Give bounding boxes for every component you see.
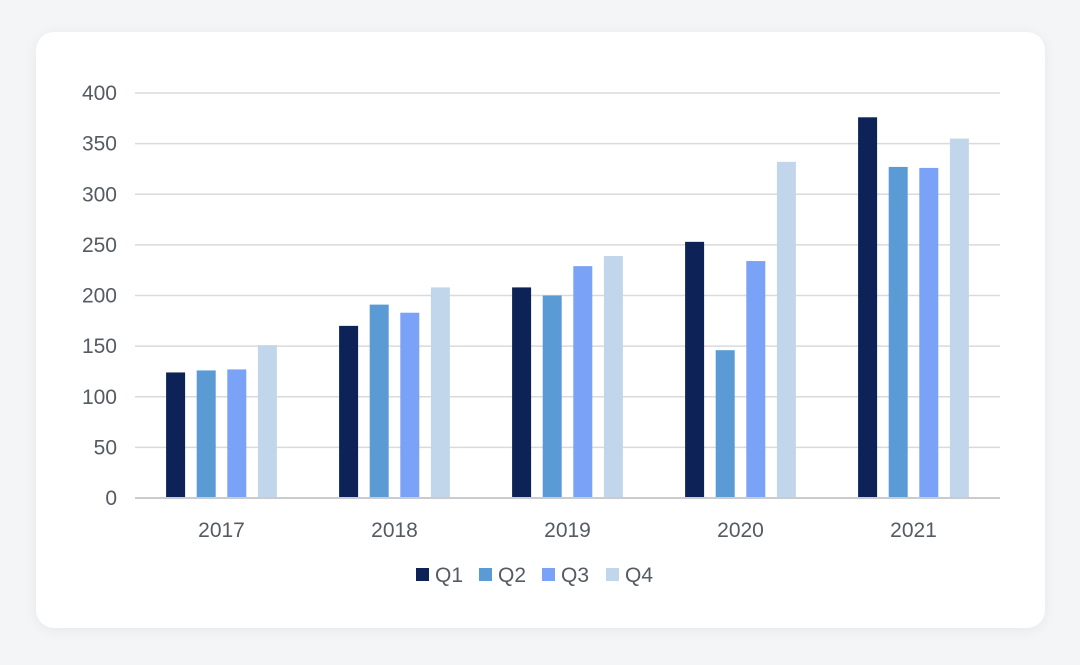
legend-item-q2: Q2 <box>479 564 526 587</box>
legend-item-q3: Q3 <box>542 564 589 587</box>
legend-item-q1: Q1 <box>416 564 463 587</box>
y-tick-label: 400 <box>82 82 117 105</box>
legend-label: Q1 <box>435 564 463 587</box>
bar-q3-2020 <box>746 261 766 498</box>
bar-q2-2021 <box>888 166 908 498</box>
bar-q4-2019 <box>603 256 623 498</box>
y-tick-label: 300 <box>82 183 117 206</box>
bar-q4-2020 <box>776 161 796 498</box>
y-tick-label: 0 <box>105 487 117 510</box>
legend-label: Q2 <box>498 564 526 587</box>
bar-q2-2017 <box>196 370 216 498</box>
y-tick-label: 100 <box>82 386 117 409</box>
legend-label: Q3 <box>561 564 589 587</box>
bar-q3-2017 <box>227 369 247 498</box>
legend-item-q4: Q4 <box>606 564 653 587</box>
bar-q4-2021 <box>949 138 969 498</box>
bar-q1-2018 <box>339 325 359 498</box>
legend-swatch <box>606 568 619 581</box>
y-tick-label: 200 <box>82 285 117 308</box>
legend: Q1 Q2 Q3 Q4 <box>416 564 653 587</box>
bar-q1-2017 <box>166 372 186 498</box>
x-tick-label: 2021 <box>890 519 937 542</box>
gridlines <box>135 92 1000 449</box>
y-tick-label: 350 <box>82 133 117 156</box>
bars <box>166 117 969 499</box>
y-tick-label: 50 <box>94 436 117 459</box>
bar-q1-2020 <box>685 241 705 498</box>
legend-swatch <box>416 568 429 581</box>
bar-q3-2019 <box>573 266 593 498</box>
bar-q3-2018 <box>400 312 420 498</box>
bar-q2-2018 <box>369 304 389 498</box>
x-tick-label: 2020 <box>717 519 764 542</box>
y-tick-label: 150 <box>82 335 117 358</box>
x-axis-ticks: 2017 2018 2019 2020 2021 <box>198 519 937 542</box>
bar-q1-2021 <box>858 117 878 499</box>
y-tick-label: 250 <box>82 234 117 257</box>
x-tick-label: 2017 <box>198 519 245 542</box>
bar-q4-2018 <box>430 287 450 498</box>
legend-swatch <box>542 568 555 581</box>
legend-swatch <box>479 568 492 581</box>
bar-q2-2019 <box>542 295 562 498</box>
bar-q2-2020 <box>715 350 735 498</box>
bar-q3-2021 <box>919 167 939 499</box>
bar-q4-2017 <box>257 345 277 498</box>
x-tick-label: 2018 <box>371 519 418 542</box>
legend-label: Q4 <box>625 564 653 587</box>
x-tick-label: 2019 <box>544 519 591 542</box>
y-axis-ticks: 0 50 100 150 200 250 300 350 400 <box>82 82 117 510</box>
bar-q1-2019 <box>512 287 532 498</box>
